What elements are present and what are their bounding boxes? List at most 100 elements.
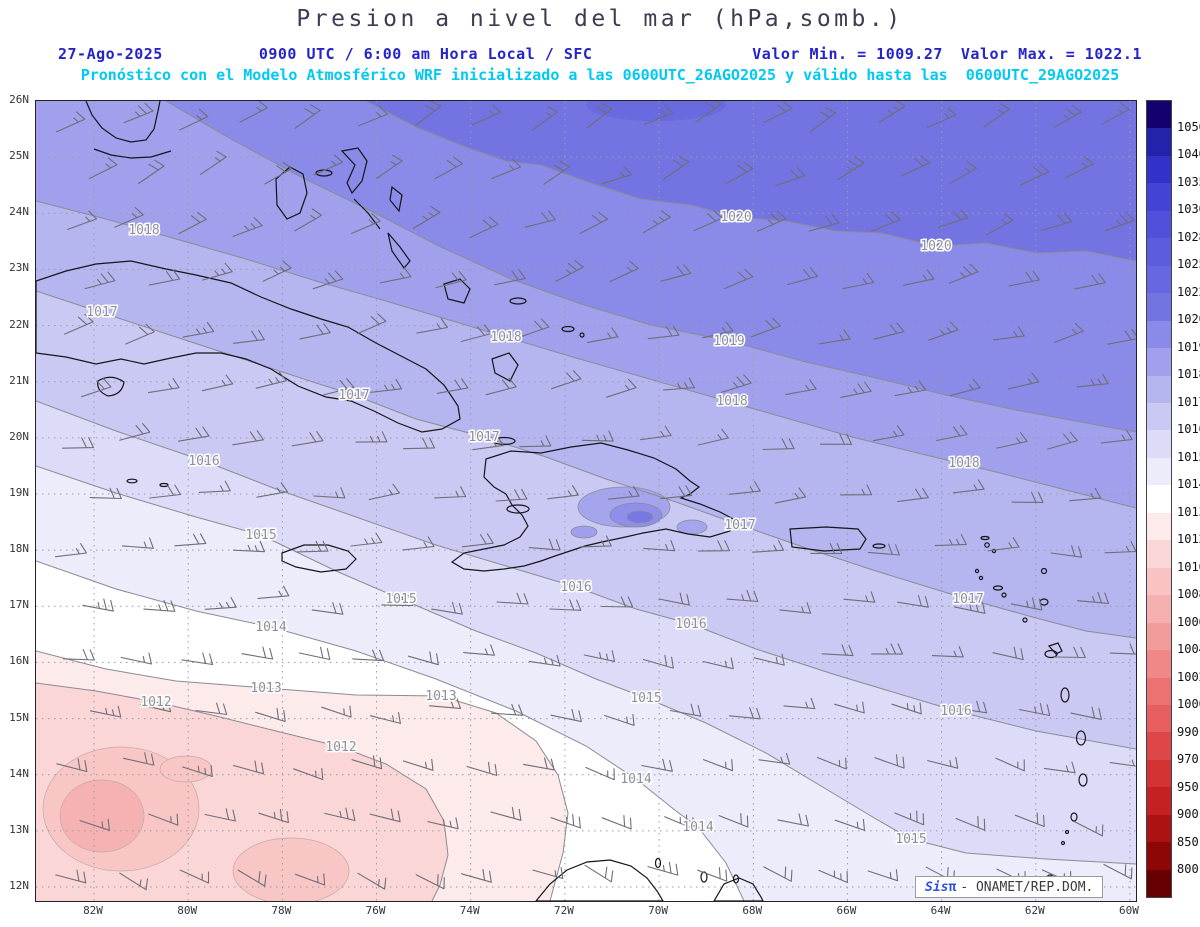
wind-barb xyxy=(606,378,637,398)
isobar-label: 1019 xyxy=(713,334,744,349)
value-max: Valor Max. = 1022.1 xyxy=(960,45,1142,63)
wind-barb xyxy=(900,155,931,177)
wind-barb xyxy=(642,210,671,234)
colorbar-segment xyxy=(1147,293,1171,321)
wind-barb xyxy=(601,814,632,830)
isobar-label: 1018 xyxy=(490,330,521,345)
lat-axis-label: 14N xyxy=(9,766,29,780)
wind-barb xyxy=(837,156,865,181)
wind-barb xyxy=(402,437,436,450)
colorbar-tick-label: 1000 xyxy=(1177,697,1200,712)
wind-barb xyxy=(697,428,729,446)
wind-barb xyxy=(833,701,865,714)
wind-barb xyxy=(840,484,873,496)
wind-barb xyxy=(579,535,612,548)
wind-barb xyxy=(293,767,324,781)
colorbar-tick-label: 1015 xyxy=(1177,449,1200,464)
wind-barb xyxy=(255,371,287,389)
coastline-montserrat xyxy=(1022,617,1028,623)
wind-barb xyxy=(1020,164,1050,186)
wind-barb xyxy=(463,644,495,656)
wind-barb xyxy=(471,104,502,126)
wind-barb xyxy=(148,269,181,286)
isobar-1015 xyxy=(36,465,1136,865)
wind-barb xyxy=(351,755,383,770)
colorbar-tick-label: 1050 xyxy=(1177,119,1200,134)
isobar-label: 1017 xyxy=(952,592,983,607)
coastline-puerto-rico xyxy=(789,526,867,552)
wind-barb xyxy=(412,205,441,230)
wind-barb xyxy=(1107,328,1136,345)
colorbar-tick-label: 1002 xyxy=(1177,669,1200,684)
wind-barb xyxy=(147,377,180,394)
coastline-long-island-bahamas xyxy=(387,232,411,269)
colorbar-tick-label: 1020 xyxy=(1177,312,1200,327)
colorbar-segment xyxy=(1147,704,1171,733)
wind-barb xyxy=(756,210,787,232)
wind-barb xyxy=(927,756,959,769)
wind-barb xyxy=(1069,487,1102,502)
coastline-paraguana xyxy=(713,877,764,901)
coastline-grand-cayman xyxy=(126,478,138,484)
coastline-little-cayman xyxy=(159,482,169,488)
wind-barb xyxy=(926,107,957,128)
wind-barb xyxy=(313,487,346,499)
wind-barb xyxy=(641,758,673,772)
wind-barb xyxy=(369,711,401,724)
wind-barb xyxy=(381,594,414,607)
wind-barb xyxy=(821,644,854,657)
wind-barb xyxy=(296,540,329,553)
wind-barb xyxy=(198,480,231,493)
lat-axis-label: 15N xyxy=(9,710,29,724)
wind-barb xyxy=(257,585,290,599)
isobar-label: 1020 xyxy=(720,210,751,225)
wind-barb xyxy=(550,708,582,723)
wind-barb xyxy=(752,539,785,553)
wind-barb xyxy=(840,381,872,398)
wind-barb xyxy=(763,866,793,882)
wind-barb xyxy=(878,101,906,124)
wind-barb xyxy=(461,533,494,548)
colorbar-tick-label: 1016 xyxy=(1177,422,1200,437)
wind-barb xyxy=(402,758,434,771)
watermark-org: - ONAMET/REP.DOM. xyxy=(960,879,1094,895)
coastline-mayaguana xyxy=(509,297,527,305)
wind-barb xyxy=(201,374,234,392)
wind-barb xyxy=(204,597,237,610)
colorbar-segment xyxy=(1147,540,1171,568)
lat-axis-label: 21N xyxy=(9,373,29,387)
coastline-barbuda xyxy=(1040,567,1048,575)
wind-barb xyxy=(867,869,899,882)
wind-barb xyxy=(1109,643,1136,655)
wind-barb xyxy=(323,378,355,396)
wind-barb xyxy=(549,599,582,611)
wind-barb xyxy=(357,872,387,890)
watermark: Sis π - ONAMET/REP.DOM. xyxy=(915,876,1104,898)
coastline-aruba xyxy=(654,857,662,869)
wind-barb xyxy=(294,873,326,886)
coastline-grenadines xyxy=(1060,840,1066,846)
wind-barb xyxy=(195,702,228,716)
lat-axis-label: 12N xyxy=(9,879,29,892)
wind-barb xyxy=(647,861,679,876)
wind-barb xyxy=(232,217,263,237)
wind-barb xyxy=(89,705,122,718)
wind-barb xyxy=(531,105,558,131)
wind-barb xyxy=(897,487,929,503)
wind-barb xyxy=(871,643,904,655)
wind-barb xyxy=(355,431,388,443)
isobar-label: 1020 xyxy=(920,239,951,254)
wind-barb xyxy=(460,324,492,343)
lat-axis-label: 20N xyxy=(9,429,29,443)
wind-barb xyxy=(232,540,265,553)
wind-barb xyxy=(787,267,819,286)
wind-barb xyxy=(435,270,467,289)
isobar-label: 1017 xyxy=(468,430,499,445)
wind-barb xyxy=(728,707,761,720)
isobar-label: 1014 xyxy=(620,772,651,787)
wind-barb xyxy=(232,430,264,446)
colorbar-segment xyxy=(1147,238,1171,266)
isobar-1012 xyxy=(36,682,449,901)
wind-barb xyxy=(763,101,793,123)
wind-barb xyxy=(762,438,795,451)
